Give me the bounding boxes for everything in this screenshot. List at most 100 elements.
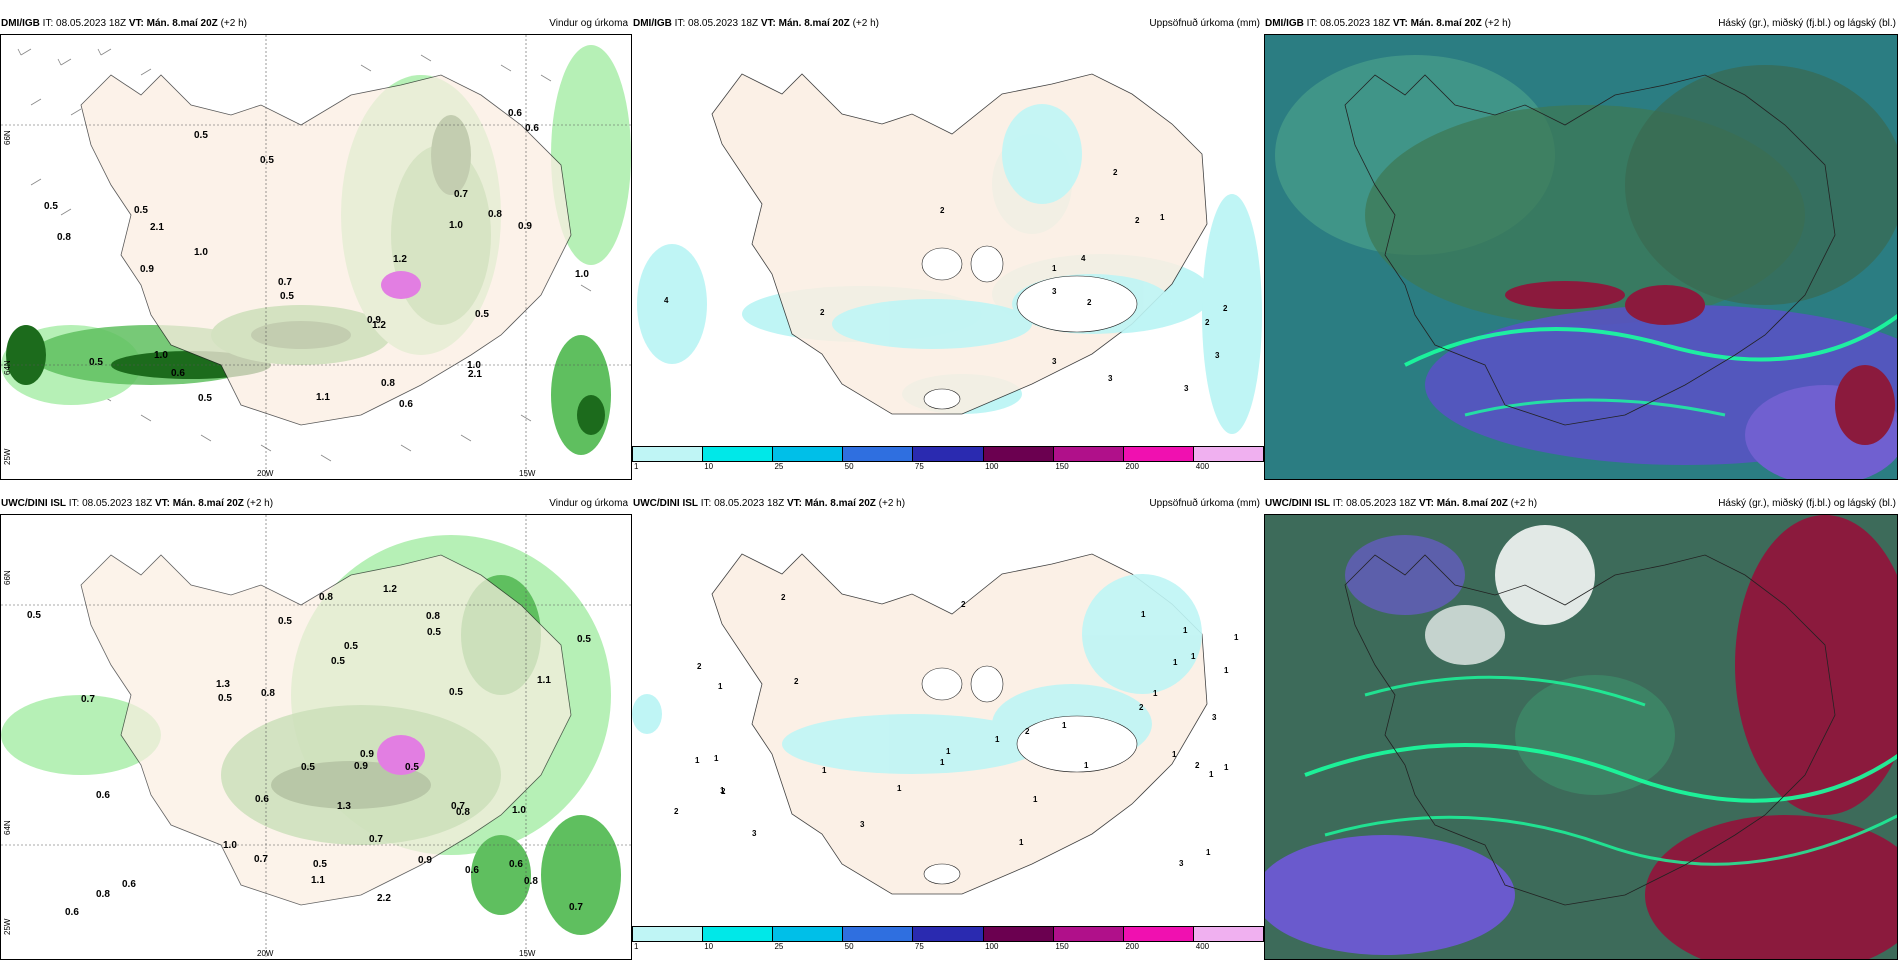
value-label: 1.1: [311, 875, 325, 886]
map-accum-precip[interactable]: 3 2 2 2 3 2 1 2 3 3 4 1 4 2 2 3: [632, 34, 1264, 446]
value-label: 0.7: [81, 694, 95, 705]
value-label: 1: [1141, 610, 1146, 619]
init-time: IT: 08.05.2023 18Z: [1332, 498, 1417, 509]
value-label: 0.6: [122, 879, 136, 890]
value-label: 0.6: [508, 108, 522, 119]
value-label: 0.6: [399, 399, 413, 410]
value-label: 2: [1113, 168, 1118, 177]
legend-swatch: [913, 927, 984, 941]
value-label: 1: [1224, 763, 1229, 772]
value-label: 0.5: [577, 634, 591, 645]
legend-tick-label: 1: [634, 942, 639, 951]
legend-tick-label: 150: [1055, 462, 1069, 471]
value-label: 3: [1184, 384, 1189, 393]
graticule: [1, 35, 631, 479]
legend-swatch: [913, 447, 984, 461]
model-source: DMI/IGB: [633, 18, 672, 29]
init-time: IT: 08.05.2023 18Z: [700, 498, 785, 509]
map-clouds[interactable]: [1264, 514, 1898, 960]
value-label: 1: [1206, 848, 1211, 857]
value-label: 1: [897, 784, 902, 793]
value-label: 0.6: [65, 907, 79, 918]
legend-swatch: [773, 927, 844, 941]
value-label: 0.6: [465, 865, 479, 876]
panel-title: Uppsöfnuð úrkoma (mm): [1149, 498, 1260, 509]
value-label: 2: [1025, 727, 1030, 736]
value-label: 0.5: [427, 627, 441, 638]
lon-label-20w: 20W: [257, 469, 274, 478]
precip-legend: 1 10 25 50 75 100 150 200 400: [632, 446, 1264, 472]
legend-tick-label: 75: [914, 942, 924, 951]
value-label: 1.2: [383, 584, 397, 595]
value-label: 0.8: [381, 378, 395, 389]
legend-tick-label: 100: [985, 942, 999, 951]
iceland-coast: [80, 74, 572, 426]
legend-swatch: [703, 927, 774, 941]
value-label: 1.0: [223, 840, 237, 851]
value-label: 0.8: [524, 876, 538, 887]
value-label: 1: [1173, 658, 1178, 667]
valid-time-label: VT:: [786, 498, 802, 509]
valid-time-label: VT:: [128, 18, 144, 29]
legend-swatch: [1123, 927, 1194, 941]
valid-time: Mán. 8.maí 20Z: [1410, 18, 1482, 29]
value-label: 0.7: [569, 902, 583, 913]
legend-swatch: [1193, 927, 1263, 941]
panel-title: Uppsöfnuð úrkoma (mm): [1149, 18, 1260, 29]
map-svg: [1, 35, 631, 479]
legend-bar: [632, 446, 1264, 462]
map-wind-precip[interactable]: 66N 64N 25W 20W 15W 0.6 0.5 1.0 0.5 0.8 0.8 1.…: [0, 34, 632, 480]
value-label: 4: [664, 296, 669, 305]
value-label: 0.5: [301, 762, 315, 773]
value-label: 0.6: [509, 859, 523, 870]
value-label: 0.5: [260, 155, 274, 166]
legend-tick-label: 150: [1055, 942, 1069, 951]
value-label: 0.6: [525, 123, 539, 134]
map-clouds[interactable]: [1264, 34, 1898, 480]
legend-tick-label: 100: [985, 462, 999, 471]
legend-swatch: [1123, 447, 1194, 461]
value-label: 2: [820, 308, 825, 317]
value-label: 1: [1153, 689, 1158, 698]
value-label: 2.2: [377, 893, 391, 904]
value-label: 2: [721, 787, 726, 796]
precip-label-layer: 0.6 0.5 1.0 0.5 0.8 0.8 1.0 1.0 0.5 0.6 0.5 0.5 0.7 0…: [1, 35, 631, 479]
value-label: 3: [1212, 713, 1217, 722]
lead-time: (+2 h): [1484, 18, 1511, 29]
precip-max: [381, 271, 421, 299]
value-label: 2: [674, 807, 679, 816]
legend-tick-label: 25: [774, 462, 784, 471]
legend-tick-label: 200: [1125, 462, 1139, 471]
map-wind-precip[interactable]: 66N 64N 25W 20W 15W 0.8 1.0 0.9 1.3 0.5 1.2 0.…: [0, 514, 632, 960]
value-label: 0.7: [369, 834, 383, 845]
value-label: 1: [1172, 750, 1177, 759]
value-label: 1.1: [537, 675, 551, 686]
precip-max: [377, 735, 425, 775]
value-label: 0.9: [360, 749, 374, 760]
glaciers: [921, 245, 1138, 410]
value-label: 0.5: [475, 309, 489, 320]
legend-swatch: [1053, 927, 1124, 941]
panel-accum-precip-uwc: UWC/DINI ISL IT: 08.05.2023 18Z VT: Mán.…: [632, 494, 1264, 951]
value-label: 0.8: [57, 232, 71, 243]
value-label: 1.1: [316, 392, 330, 403]
value-label: 2.1: [468, 369, 482, 380]
value-label: 1: [995, 735, 1000, 744]
legend-swatch: [843, 927, 914, 941]
value-label: 2: [940, 206, 945, 215]
value-label: 1.0: [512, 805, 526, 816]
valid-time-label: VT:: [760, 18, 776, 29]
precip-legend: 1 10 25 50 75 100 150 200 400: [632, 926, 1264, 952]
value-label: 2.1: [150, 222, 164, 233]
value-label: 0.5: [405, 762, 419, 773]
value-label: 1: [1084, 761, 1089, 770]
value-label: 0.5: [194, 130, 208, 141]
value-label: 0.9: [367, 315, 381, 326]
map-svg: [1, 515, 631, 959]
legend-swatch: [843, 447, 914, 461]
value-label: 1: [718, 682, 723, 691]
value-label: 0.6: [171, 368, 185, 379]
value-label: 0.8: [96, 889, 110, 900]
